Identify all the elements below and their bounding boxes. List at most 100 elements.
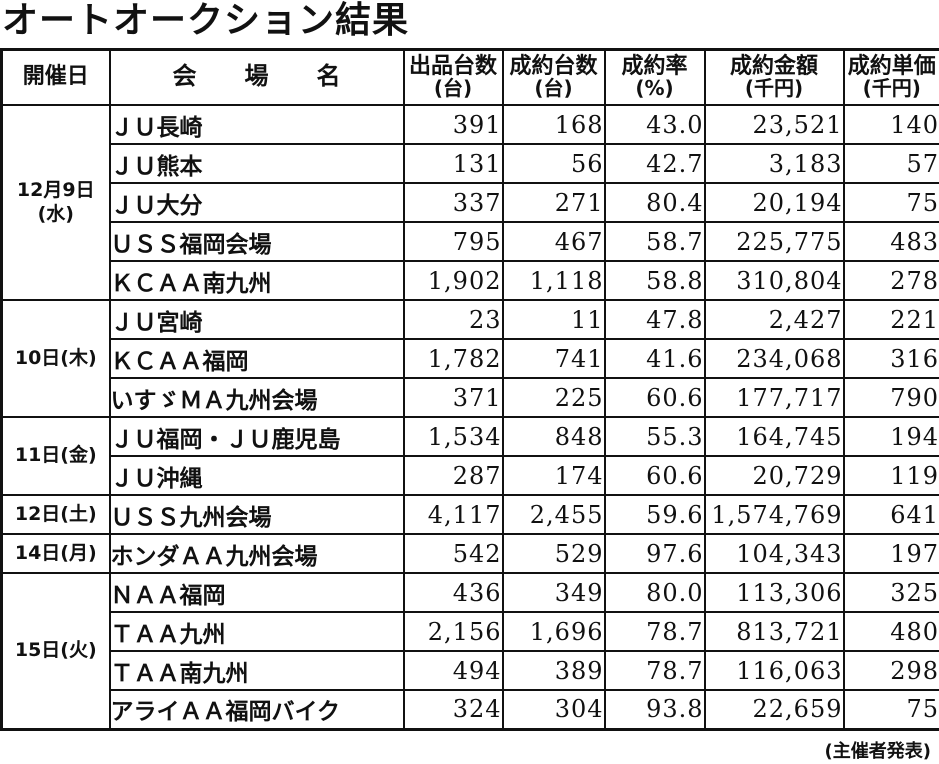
contract-rate-cell: 60.6 <box>603 455 706 497</box>
column-label: 成約台数 <box>509 53 598 79</box>
table-row: 12日(土) ＵＳＳ九州会場 4,117 2,455 59.6 1,574,769 641 <box>0 494 939 536</box>
column-header-venue: 会 場 名 <box>108 48 405 107</box>
contract-amount-cell: 20,729 <box>703 455 845 497</box>
contract-rate-cell: 55.3 <box>603 416 706 458</box>
contract-rate-cell: 60.6 <box>603 377 706 419</box>
venue-name-cell: ＫＣＡＡ南九州 <box>108 260 405 302</box>
column-header-unit-price: 成約単価 (千円) <box>842 48 939 107</box>
date-line-1: 11日(金) <box>14 444 97 467</box>
table-row: 10日(木) ＪＵ宮崎 23 11 47.8 2,427 221 <box>0 299 939 419</box>
listed-count-cell: 494 <box>402 650 504 692</box>
table-row: ＫＣＡＡ南九州 1,902 1,118 58.8 310,804 278 <box>2 260 939 302</box>
unit-price-cell: 75 <box>842 182 939 224</box>
date-line-2: (水) <box>37 202 74 225</box>
unit-price-cell: 75 <box>842 689 939 731</box>
column-header-date: 開催日 <box>0 48 111 107</box>
column-unit-label: (千円) <box>862 76 921 101</box>
column-label: 出品台数 <box>408 53 497 79</box>
unit-price-cell: 298 <box>842 650 939 692</box>
table-row: ＪＵ大分 337 271 80.4 20,194 75 <box>2 182 939 224</box>
date-cell: 14日(月) <box>0 533 111 575</box>
contract-rate-cell: 41.6 <box>603 338 706 380</box>
contract-amount-cell: 3,183 <box>703 143 845 185</box>
column-label: 会 場 名 <box>172 62 341 91</box>
sold-count-cell: 225 <box>501 377 606 419</box>
contract-amount-cell: 310,804 <box>703 260 845 302</box>
column-label: 成約単価 <box>847 53 936 79</box>
column-header-sold-count: 成約台数 (台) <box>501 48 606 107</box>
listed-count-cell: 4,117 <box>402 494 504 536</box>
contract-amount-cell: 1,574,769 <box>703 494 845 536</box>
contract-amount-cell: 225,775 <box>703 221 845 263</box>
date-line-1: 14日(月) <box>14 541 97 564</box>
contract-amount-cell: 234,068 <box>703 338 845 380</box>
date-line-1: 12月9日 <box>16 178 95 201</box>
date-cell: 10日(木) <box>0 299 111 419</box>
sold-count-cell: 174 <box>501 455 606 497</box>
sold-count-cell: 467 <box>501 221 606 263</box>
sold-count-cell: 349 <box>501 572 606 614</box>
venue-name-cell: ＪＵ福岡・ＪＵ鹿児島 <box>108 416 405 458</box>
table-row: ＵＳＳ福岡会場 795 467 58.7 225,775 483 <box>2 221 939 263</box>
contract-rate-cell: 80.4 <box>603 182 706 224</box>
unit-price-cell: 140 <box>842 104 939 146</box>
date-cell: 11日(金) <box>0 416 111 497</box>
contract-rate-cell: 78.7 <box>603 611 706 653</box>
unit-price-cell: 194 <box>842 416 939 458</box>
venue-name-cell: ＪＵ大分 <box>108 182 405 224</box>
date-line-1: 10日(木) <box>14 346 97 369</box>
listed-count-cell: 1,782 <box>402 338 504 380</box>
venue-name-cell: ＫＣＡＡ福岡 <box>108 338 405 380</box>
unit-price-cell: 221 <box>842 299 939 341</box>
sold-count-cell: 741 <box>501 338 606 380</box>
unit-price-cell: 57 <box>842 143 939 185</box>
unit-price-cell: 480 <box>842 611 939 653</box>
listed-count-cell: 391 <box>402 104 504 146</box>
table-row: ＴＡＡ南九州 494 389 78.7 116,063 298 <box>2 650 939 692</box>
source-note: (主催者発表) <box>824 740 931 762</box>
table-body: 12月9日 (水) ＪＵ長崎 391 168 43.0 23,521 140 ＪＵ熊本 131 56… <box>0 104 939 731</box>
table-row: ＫＣＡＡ福岡 1,782 741 41.6 234,068 316 <box>2 338 939 380</box>
sold-count-cell: 2,455 <box>501 494 606 536</box>
table-row: 12月9日 (水) ＪＵ長崎 391 168 43.0 23,521 140 <box>0 104 939 302</box>
contract-amount-cell: 813,721 <box>703 611 845 653</box>
sold-count-cell: 1,118 <box>501 260 606 302</box>
venue-name-cell: ＵＳＳ福岡会場 <box>108 221 405 263</box>
venue-name-cell: ＪＵ熊本 <box>108 143 405 185</box>
sold-count-cell: 11 <box>501 299 606 341</box>
listed-count-cell: 287 <box>402 455 504 497</box>
column-unit-label: (台) <box>534 76 573 101</box>
contract-amount-cell: 164,745 <box>703 416 845 458</box>
column-header-listed-count: 出品台数 (台) <box>402 48 504 107</box>
column-label: 成約金額 <box>729 53 818 79</box>
venue-name-cell: ＪＵ沖縄 <box>108 455 405 497</box>
table-row: ＴＡＡ九州 2,156 1,696 78.7 813,721 480 <box>2 611 939 653</box>
contract-rate-cell: 78.7 <box>603 650 706 692</box>
contract-rate-cell: 93.8 <box>603 689 706 731</box>
unit-price-cell: 119 <box>842 455 939 497</box>
contract-amount-cell: 116,063 <box>703 650 845 692</box>
listed-count-cell: 2,156 <box>402 611 504 653</box>
table-row: 14日(月) ホンダＡＡ九州会場 542 529 97.6 104,343 197 <box>0 533 939 575</box>
auction-results-table: 開催日会 場 名出品台数 (台) 成約台数 (台) 成約率 (%) 成約金額 (千円) 成約単価… <box>0 47 939 731</box>
venue-name-cell: ＴＡＡ南九州 <box>108 650 405 692</box>
table-row: ＪＵ熊本 131 56 42.7 3,183 57 <box>2 143 939 185</box>
sold-count-cell: 56 <box>501 143 606 185</box>
listed-count-cell: 542 <box>402 533 504 575</box>
contract-rate-cell: 59.6 <box>603 494 706 536</box>
listed-count-cell: 436 <box>402 572 504 614</box>
unit-price-cell: 483 <box>842 221 939 263</box>
column-header-contract-amount: 成約金額 (千円) <box>703 48 845 107</box>
venue-name-cell: ＪＵ宮崎 <box>108 299 405 341</box>
venue-name-cell: ＪＵ長崎 <box>108 104 405 146</box>
listed-count-cell: 795 <box>402 221 504 263</box>
table-row: アライＡＡ福岡バイク 324 304 93.8 22,659 75 <box>2 689 939 731</box>
contract-amount-cell: 177,717 <box>703 377 845 419</box>
sold-count-cell: 848 <box>501 416 606 458</box>
column-unit-label: (台) <box>433 76 473 101</box>
sold-count-cell: 1,696 <box>501 611 606 653</box>
contract-rate-cell: 42.7 <box>603 143 706 185</box>
contract-amount-cell: 20,194 <box>703 182 845 224</box>
sold-count-cell: 529 <box>501 533 606 575</box>
